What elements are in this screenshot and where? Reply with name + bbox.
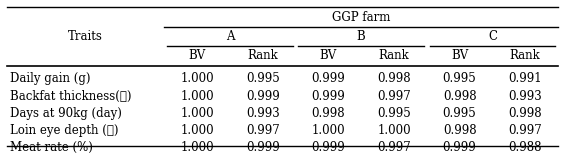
Text: 1.000: 1.000	[180, 141, 214, 154]
Text: Backfat thickness(㎜): Backfat thickness(㎜)	[10, 90, 131, 103]
Text: 0.988: 0.988	[508, 141, 542, 154]
Text: B: B	[357, 30, 366, 43]
Text: 0.997: 0.997	[377, 141, 411, 154]
Text: 0.995: 0.995	[443, 72, 476, 85]
Text: 1.000: 1.000	[180, 90, 214, 103]
Text: 0.999: 0.999	[246, 141, 280, 154]
Text: 0.995: 0.995	[377, 107, 411, 120]
Text: Daily gain (g): Daily gain (g)	[10, 72, 90, 85]
Text: GGP farm: GGP farm	[332, 11, 390, 24]
Text: 1.000: 1.000	[180, 72, 214, 85]
Text: Traits: Traits	[68, 30, 103, 43]
Text: Days at 90kg (day): Days at 90kg (day)	[10, 107, 121, 120]
Text: 0.998: 0.998	[312, 107, 345, 120]
Text: BV: BV	[320, 49, 337, 62]
Text: BV: BV	[451, 49, 468, 62]
Text: 0.995: 0.995	[246, 72, 280, 85]
Text: A: A	[226, 30, 234, 43]
Text: 0.998: 0.998	[377, 72, 411, 85]
Text: 0.991: 0.991	[508, 72, 542, 85]
Text: 0.999: 0.999	[311, 90, 345, 103]
Text: Rank: Rank	[247, 49, 278, 62]
Text: Meat rate (%): Meat rate (%)	[10, 141, 93, 154]
Text: Loin eye depth (㎜): Loin eye depth (㎜)	[10, 124, 118, 137]
Text: 0.999: 0.999	[311, 141, 345, 154]
Text: 0.993: 0.993	[508, 90, 542, 103]
Text: 1.000: 1.000	[377, 124, 411, 137]
Text: 0.998: 0.998	[443, 90, 476, 103]
Text: 0.999: 0.999	[246, 90, 280, 103]
Text: Rank: Rank	[510, 49, 541, 62]
Text: 0.997: 0.997	[377, 90, 411, 103]
Text: 0.993: 0.993	[246, 107, 280, 120]
Text: 0.998: 0.998	[443, 124, 476, 137]
Text: 1.000: 1.000	[312, 124, 345, 137]
Text: BV: BV	[189, 49, 206, 62]
Text: 0.998: 0.998	[508, 107, 542, 120]
Text: 1.000: 1.000	[180, 107, 214, 120]
Text: Rank: Rank	[379, 49, 410, 62]
Text: 0.997: 0.997	[246, 124, 280, 137]
Text: C: C	[488, 30, 497, 43]
Text: 0.995: 0.995	[443, 107, 476, 120]
Text: 0.999: 0.999	[443, 141, 476, 154]
Text: 0.999: 0.999	[311, 72, 345, 85]
Text: 0.997: 0.997	[508, 124, 542, 137]
Text: 1.000: 1.000	[180, 124, 214, 137]
